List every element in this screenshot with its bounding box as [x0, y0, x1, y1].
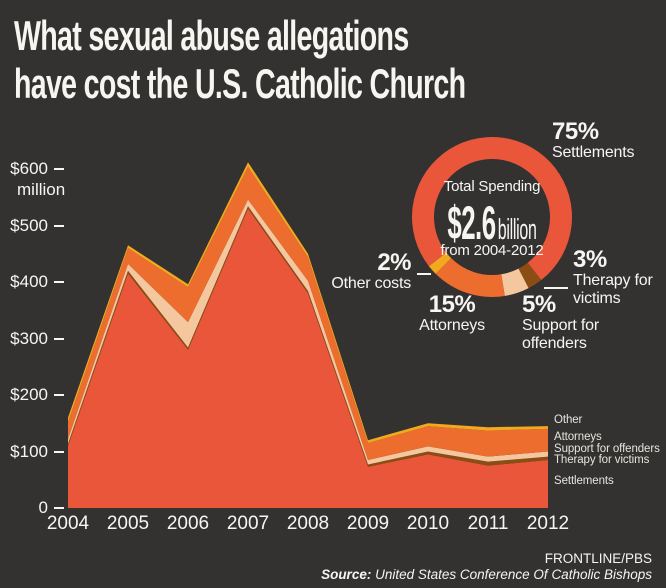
- y-axis-unit-label: million: [17, 180, 66, 199]
- donut-callout-therapy: 3% Therapy for victims: [573, 248, 653, 307]
- y-tick-label: $600: [10, 159, 48, 178]
- y-tick-$100: $100: [0, 442, 64, 462]
- page-title-line1: What sexual abuse allegations: [14, 12, 409, 59]
- y-tick-$600: $600: [0, 159, 64, 179]
- page-title: What sexual abuse allegations have cost …: [14, 12, 466, 108]
- source-text: United States Conference Of Catholic Bis…: [375, 567, 652, 582]
- y-tick-mark: [54, 337, 64, 340]
- source-credit: Source: United States Conference Of Cath…: [321, 567, 652, 583]
- y-tick-mark: [54, 507, 64, 509]
- callout-support-pct: 5%: [522, 291, 556, 318]
- donut-slice-therapy: [518, 262, 542, 289]
- callout-support-label-line1: Support for: [522, 317, 599, 334]
- callout-settlements-pct: 75%: [552, 118, 599, 145]
- x-tick-2009: 2009: [346, 513, 390, 534]
- band-label-attorneys: Attorneys: [554, 431, 602, 443]
- callout-therapy-label-line1: Therapy for: [573, 272, 653, 289]
- band-label-support: Support for offenders: [554, 442, 660, 455]
- donut-amount-unit: billion: [497, 214, 537, 246]
- y-tick-label: $100: [10, 441, 48, 461]
- x-tick-2011: 2011: [467, 513, 509, 534]
- y-tick-label: $200: [10, 385, 48, 404]
- donut-callout-settlements: 75% Settlements: [552, 120, 634, 162]
- x-tick-2006: 2006: [166, 513, 210, 534]
- donut-callout-other: 2% Other costs: [299, 251, 411, 293]
- donut-amount-value: $2.6: [447, 196, 496, 249]
- x-tick-2004: 2004: [46, 513, 90, 534]
- callout-settlements-label: Settlements: [552, 144, 635, 161]
- donut-center: Total Spending $2.6 billion from 2004-20…: [427, 178, 557, 259]
- donut-center-amount: $2.6 billion: [447, 195, 536, 249]
- y-tick-$500: $500: [0, 216, 64, 236]
- callout-therapy-label-line2: victims: [573, 289, 621, 307]
- callout-other-label: Other costs: [331, 275, 411, 292]
- donut-callout-attorneys: 15% Attorneys: [416, 293, 488, 335]
- band-label-therapy: Therapy for victims: [554, 453, 650, 466]
- y-tick-label: $500: [10, 215, 48, 235]
- page-title-line2: have cost the U.S. Catholic Church: [14, 60, 466, 107]
- callout-attorneys-label: Attorneys: [419, 317, 485, 334]
- callout-other-pct: 2%: [377, 249, 411, 276]
- donut-center-title: Total Spending: [443, 178, 541, 195]
- x-tick-2007: 2007: [226, 513, 270, 534]
- callout-attorneys-pct: 15%: [428, 291, 476, 318]
- x-tick-2005: 2005: [106, 513, 150, 534]
- band-label-settlements: Settlements: [554, 475, 614, 487]
- y-tick-label: 0: [38, 498, 48, 517]
- x-tick-2010: 2010: [406, 513, 450, 534]
- y-tick-mark: [54, 394, 64, 396]
- y-tick-label: $400: [10, 272, 48, 291]
- donut-center-range: from 2004-2012: [440, 242, 544, 259]
- callout-therapy-pct: 3%: [573, 246, 607, 273]
- y-tick-mark: [54, 168, 64, 170]
- brand-credit: FRONTLINE/PBS: [544, 551, 652, 566]
- callout-other-leader-line: [417, 273, 431, 275]
- y-tick-$300: $300: [0, 329, 64, 349]
- y-tick-mark: [54, 450, 64, 453]
- y-tick-0: 0: [0, 498, 64, 518]
- callout-therapy-leader-line: [544, 287, 568, 289]
- band-label-other: Other: [554, 414, 583, 426]
- x-tick-2012: 2012: [526, 513, 570, 534]
- y-tick-label: $300: [10, 328, 48, 348]
- y-tick-$400: $400: [0, 272, 64, 292]
- x-tick-2008: 2008: [286, 513, 330, 534]
- callout-support-label-line2: offenders: [522, 334, 587, 352]
- donut-callout-support: 5% Support for offenders: [522, 293, 599, 352]
- source-label: Source:: [321, 567, 372, 582]
- y-tick-$200: $200: [0, 385, 64, 405]
- y-tick-mark: [54, 224, 64, 227]
- y-tick-mark: [54, 281, 64, 283]
